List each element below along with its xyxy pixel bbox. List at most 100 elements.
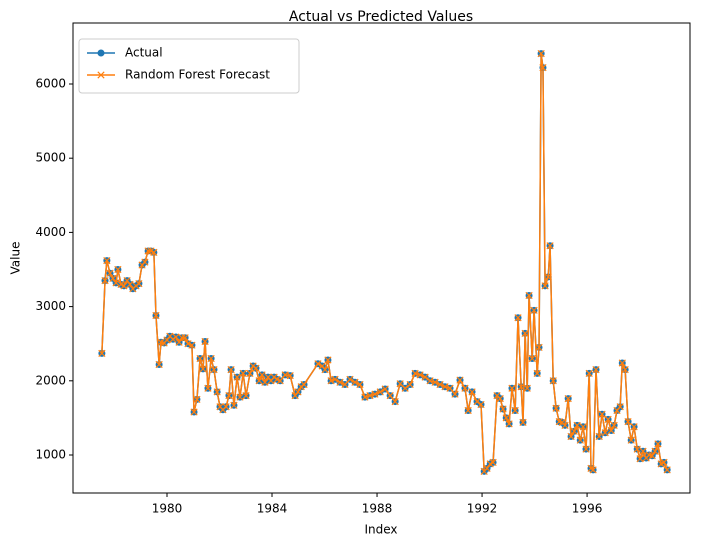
marker [141,258,149,266]
marker [324,356,332,364]
x-tick-label: 1980 [152,502,183,516]
marker [331,375,339,383]
marker [106,269,114,277]
y-tick-label: 6000 [35,76,66,90]
marker [549,377,557,385]
marker [502,414,510,422]
marker [537,49,545,58]
marker [376,388,384,396]
marker [592,366,600,374]
marker [552,404,560,412]
marker [252,364,260,372]
marker [489,458,497,467]
marker [135,279,143,288]
marker [213,388,221,396]
marker [114,265,122,274]
marker [579,423,587,431]
marker [624,417,632,426]
marker [172,333,180,341]
marker [607,426,615,435]
marker [585,369,593,378]
marker [461,384,469,392]
marker [573,421,581,429]
marker [639,447,647,455]
marker [651,447,659,455]
legend: Actual Random Forest Forecast [78,38,300,94]
marker [381,385,389,393]
y-tick-label: 5000 [35,151,66,165]
marker [152,311,160,320]
marker [103,256,111,265]
marker [539,64,547,72]
marker [246,369,254,378]
marker [618,359,626,367]
marker [630,423,638,431]
marker [535,343,543,352]
marker [544,273,552,281]
marker [230,401,238,409]
marker [346,375,354,383]
marker [366,392,374,400]
marker [361,393,369,401]
marker [294,388,302,396]
marker [654,440,662,448]
marker [426,377,434,385]
marker [286,371,294,380]
marker [336,378,344,386]
marker [505,420,513,428]
marker [521,329,529,337]
marker [451,390,459,398]
marker [222,403,230,411]
marker [514,314,522,322]
marker [511,406,519,415]
marker [519,418,527,426]
marker [97,71,105,79]
marker [126,280,134,288]
marker [663,466,671,474]
marker [483,464,491,472]
marker [464,406,472,415]
marker [144,247,152,255]
marker [242,392,250,400]
y-tick-label: 3000 [35,299,66,313]
marker [446,384,454,392]
marker [582,445,590,453]
marker [508,384,516,392]
marker [204,384,212,392]
marker [276,377,284,385]
x-axis-label: Index [364,523,397,537]
marker [627,436,635,444]
marker [541,282,549,290]
x-tick-label: 1992 [467,502,498,516]
marker [411,369,419,378]
marker [604,415,612,424]
legend-box [78,38,300,94]
marker [155,360,163,369]
marker [150,248,158,257]
marker [314,360,322,368]
marker [371,390,379,398]
marker [523,384,531,392]
marker [207,354,215,363]
x-tick-label: 1996 [572,502,603,516]
marker [236,393,244,401]
marker [181,334,189,342]
marker [227,366,235,374]
marker [589,466,597,474]
y-tick-label: 2000 [35,373,66,387]
marker [406,380,414,389]
marker [386,392,394,400]
y-tick-label: 4000 [35,225,66,239]
marker [261,378,269,386]
marker [499,405,507,413]
marker [196,354,204,363]
marker [184,340,192,348]
marker [351,378,359,386]
marker [595,432,603,441]
marker [456,376,464,384]
marker [576,436,584,444]
marker [473,397,481,406]
marker [525,291,533,300]
marker [530,306,538,314]
